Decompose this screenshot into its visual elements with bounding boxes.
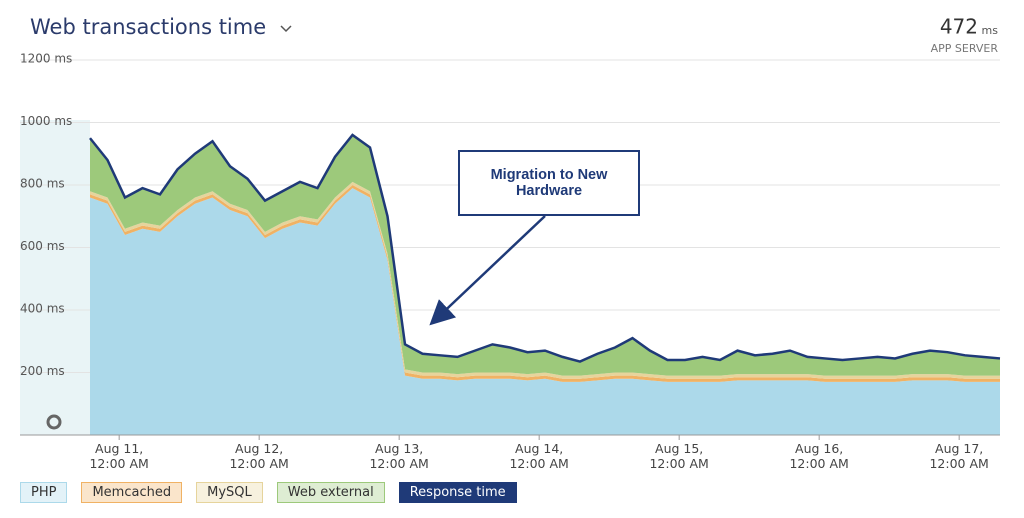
x-tick-label: Aug 14, 12:00 AM — [509, 441, 569, 471]
response-time-line — [89, 133, 1001, 363]
legend-item[interactable]: Web external — [276, 482, 385, 503]
annotation-arrow — [429, 215, 546, 326]
legend-item[interactable]: MySQL — [196, 482, 263, 503]
history-panel — [20, 120, 90, 435]
summary-value: 472 — [940, 15, 978, 39]
chart-title: Web transactions time — [30, 15, 266, 39]
legend-item[interactable]: PHP — [20, 482, 68, 503]
x-tick-label: Aug 12, 12:00 AM — [229, 441, 289, 471]
area — [90, 135, 1000, 376]
y-tick-label: 200 ms — [20, 364, 65, 378]
x-tick-label: Aug 11, 12:00 AM — [89, 441, 149, 471]
area — [90, 188, 1000, 435]
summary-label: APP SERVER — [931, 42, 999, 55]
x-tick-label: Aug 15, 12:00 AM — [649, 441, 709, 471]
x-tick-label: Aug 17, 12:00 AM — [929, 441, 989, 471]
legend-item[interactable]: Response time — [398, 482, 517, 503]
legend-item[interactable]: Memcached — [81, 482, 183, 503]
y-tick-label: 1000 ms — [20, 114, 72, 128]
title-chevron[interactable] — [280, 25, 292, 33]
y-tick-label: 800 ms — [20, 177, 65, 191]
y-tick-label: 400 ms — [20, 302, 65, 316]
y-tick-label: 1200 ms — [20, 52, 72, 66]
x-tick-label: Aug 13, 12:00 AM — [369, 441, 429, 471]
annotation: Migration to New Hardware — [458, 150, 640, 216]
x-tick-label: Aug 16, 12:00 AM — [789, 441, 849, 471]
y-tick-label: 600 ms — [20, 239, 65, 253]
summary-unit: ms — [982, 24, 999, 37]
status-icon — [46, 414, 62, 430]
legend: PHP Memcached MySQL Web external Response ti… — [20, 482, 517, 503]
